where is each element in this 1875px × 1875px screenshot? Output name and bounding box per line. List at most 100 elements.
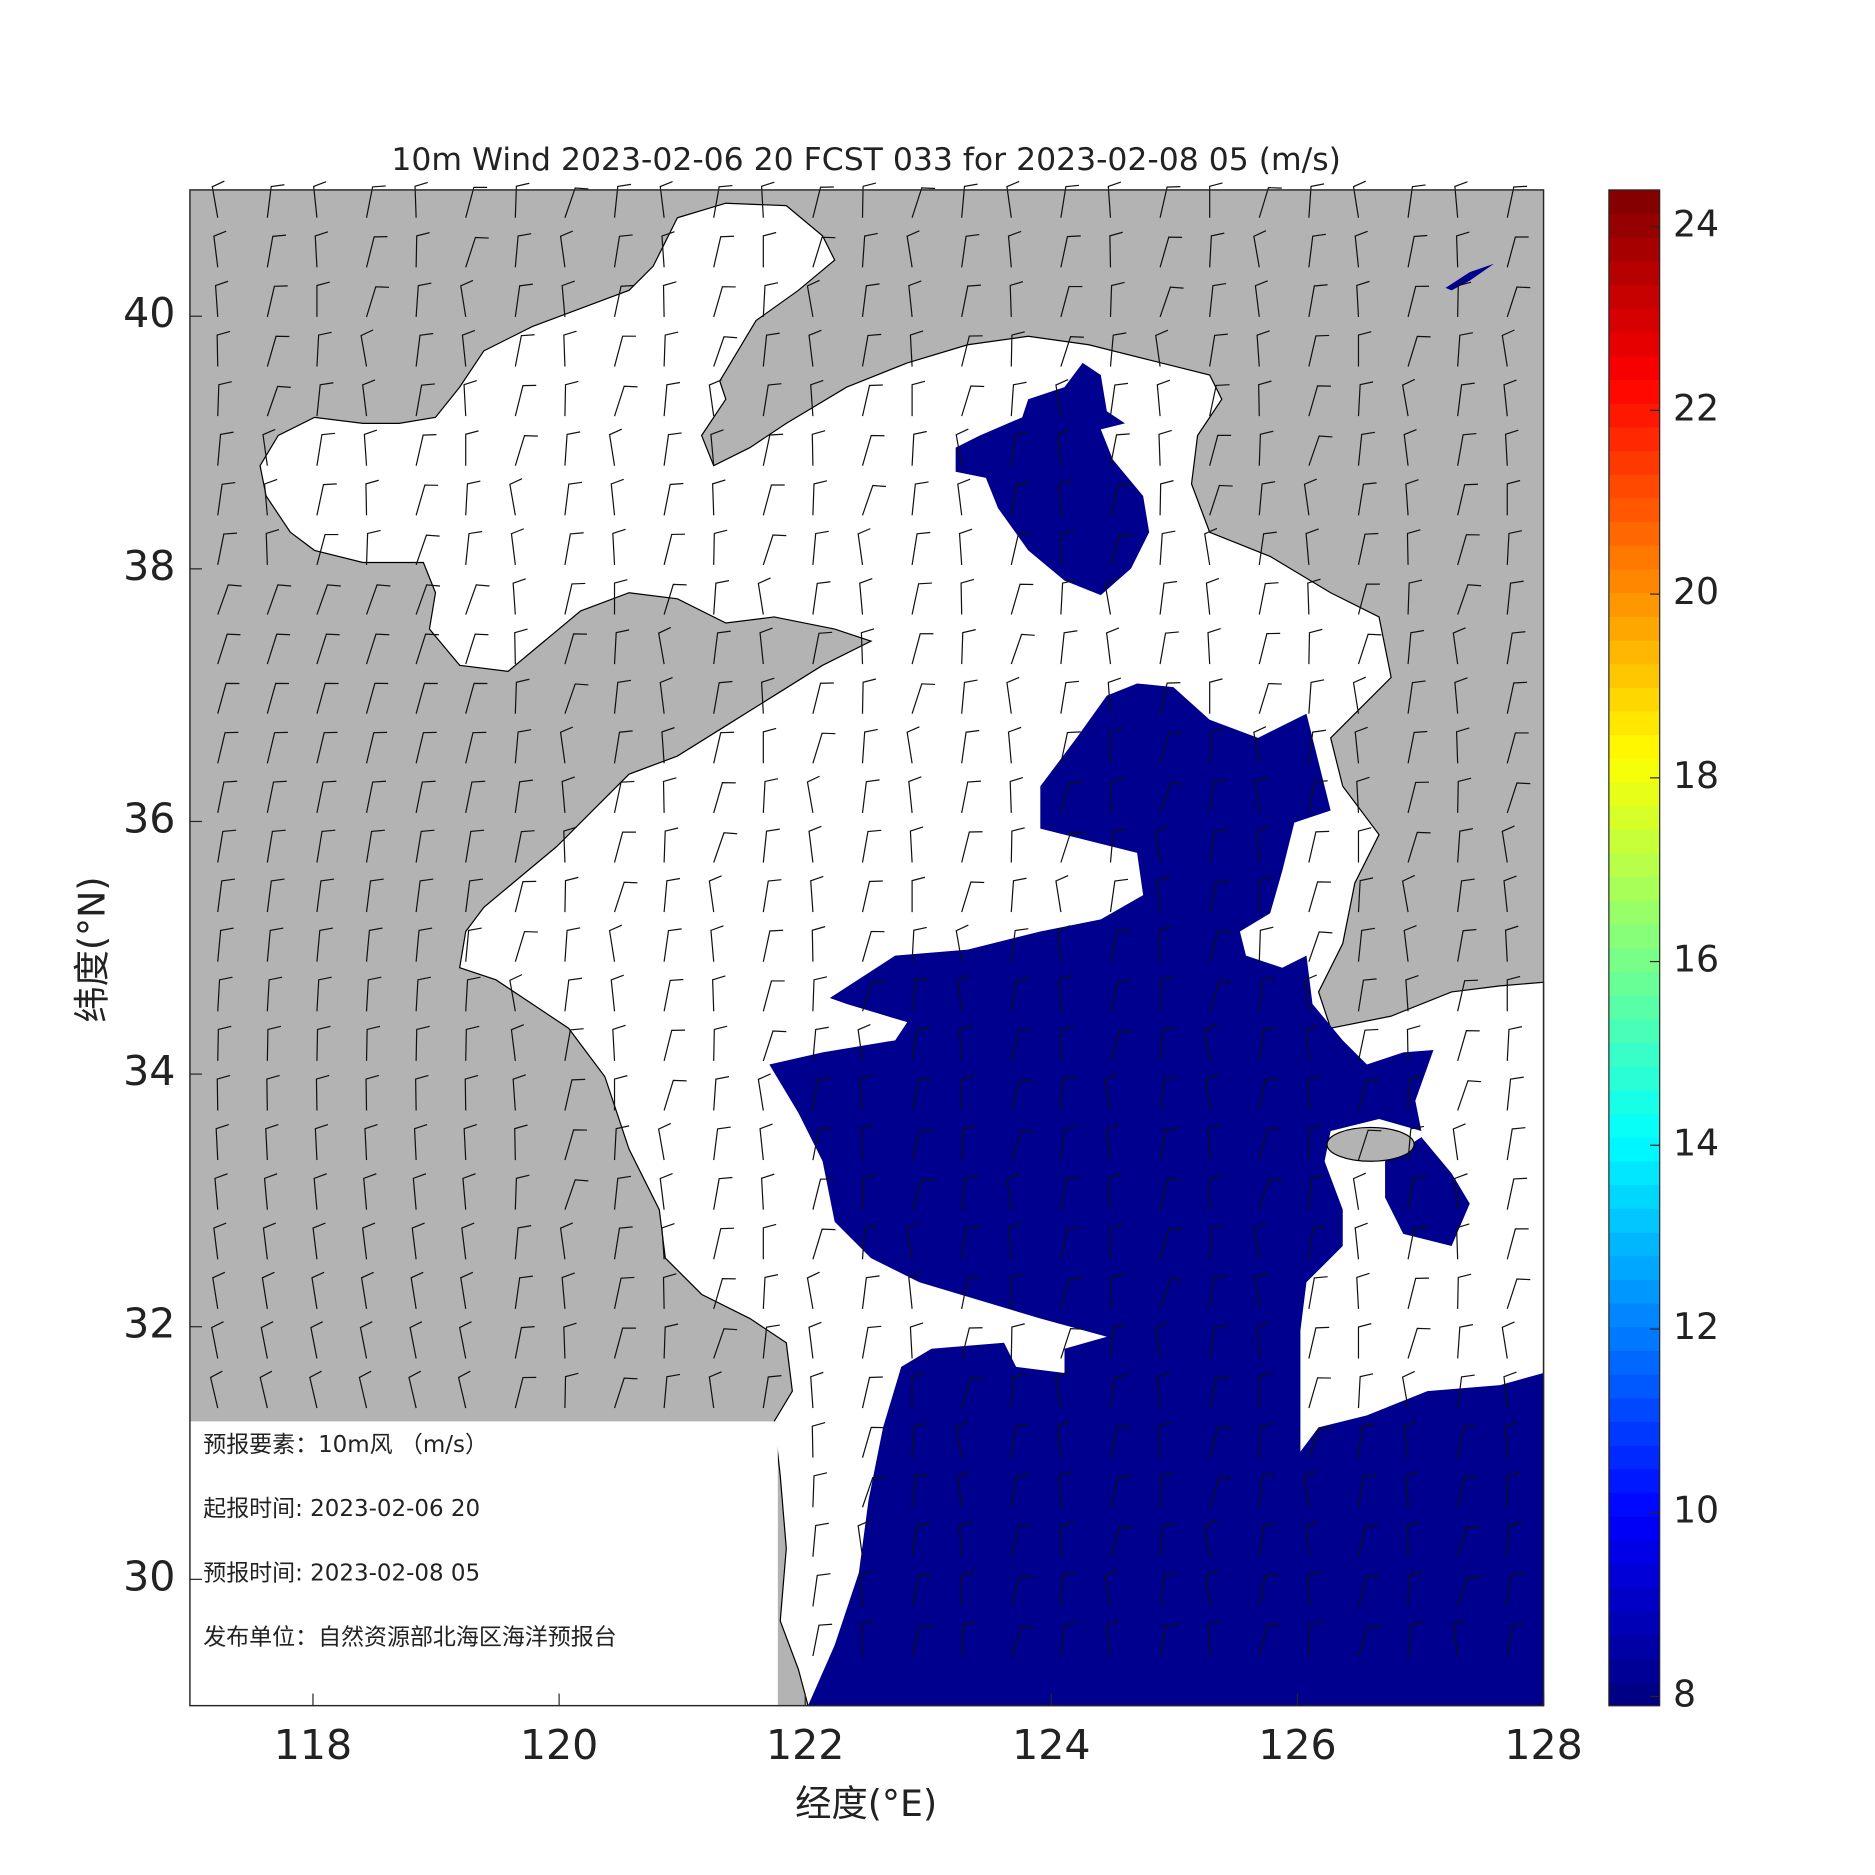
wind-barb (1308, 385, 1331, 417)
wind-barb (1305, 528, 1319, 565)
wind-barb (762, 980, 785, 1012)
wind-barb (659, 1172, 673, 1210)
wind-barb (1258, 430, 1274, 466)
wind-barb (1155, 1321, 1169, 1359)
wind-barb (861, 333, 882, 367)
wind-barb (810, 379, 824, 417)
wind-barb (465, 731, 487, 764)
wind-barb (1010, 1029, 1032, 1062)
wind-barb (1159, 732, 1183, 764)
wind-barb (1258, 1422, 1274, 1458)
wind-barb (661, 231, 675, 268)
wind-barb (1455, 1223, 1470, 1260)
colorbar-band (1608, 1255, 1660, 1280)
colorbar-band (1608, 781, 1660, 807)
wind-barb (458, 1321, 472, 1359)
wind-zone (955, 362, 1150, 596)
wind-barb (514, 678, 530, 714)
wind-barb (1010, 1575, 1034, 1607)
island (1326, 1126, 1415, 1162)
wind-barb (659, 676, 673, 714)
wind-barb (811, 1421, 826, 1458)
colorbar-band (1608, 995, 1660, 1020)
wind-barb (613, 183, 632, 218)
wind-barb (662, 1273, 677, 1309)
wind-barb (1209, 1426, 1232, 1458)
wind-barb (909, 1322, 924, 1359)
wind-barb (1308, 1427, 1333, 1458)
wind-barb (713, 680, 733, 714)
wind-barb (1159, 1228, 1183, 1260)
wind-barb (514, 729, 532, 764)
wind-barb (1457, 828, 1474, 863)
wind-barb (266, 234, 287, 268)
wind-barb (1308, 334, 1330, 367)
wind-barb (1010, 1373, 1027, 1409)
wind-barb (316, 331, 332, 367)
wind-barb (1055, 1370, 1069, 1409)
wind-barb (1060, 1126, 1078, 1161)
wind-barb (663, 583, 687, 615)
wind-barb (1407, 781, 1430, 814)
wind-barb (1401, 378, 1415, 417)
wind-barb (561, 776, 575, 813)
wind-barb (311, 1271, 325, 1309)
wind-barb (1457, 432, 1477, 466)
wind-barb (465, 186, 488, 218)
wind-barb (1504, 429, 1519, 466)
wind-barb (1308, 881, 1331, 913)
wind-barb (812, 631, 833, 665)
wind-barb (561, 280, 575, 317)
wind-barb (762, 1030, 787, 1062)
colorbar-band (1608, 1516, 1660, 1541)
wind-barb (316, 584, 341, 615)
wind-barb (1258, 632, 1281, 665)
wind-barb (1256, 826, 1270, 863)
wind-barb (1060, 336, 1084, 367)
wind-barb (360, 329, 374, 367)
wind-barb (358, 1370, 372, 1409)
wind-barb (911, 1372, 926, 1409)
wind-barb (860, 1620, 875, 1657)
wind-barb (1307, 1074, 1321, 1111)
wind-barb (812, 1077, 831, 1111)
wind-barb (1308, 931, 1333, 962)
wind-barb (465, 927, 482, 962)
wind-barb (217, 829, 237, 863)
colorbar-band (1608, 971, 1660, 996)
wind-barb (957, 974, 971, 1012)
wind-barb (613, 629, 630, 665)
wind-barb (808, 329, 822, 367)
wind-barb (1204, 1519, 1218, 1557)
wind-barb (613, 1125, 630, 1161)
wind-barb (409, 1321, 423, 1359)
wind-barb (363, 1173, 377, 1210)
wind-barb (1405, 975, 1419, 1012)
wind-barb (1258, 1473, 1276, 1508)
wind-barb (1407, 730, 1428, 764)
wind-barb (315, 1074, 330, 1111)
wind-barb (1209, 930, 1232, 962)
wind-barb (613, 1175, 632, 1210)
wind-barb (1060, 630, 1078, 665)
wind-barb (1308, 1377, 1331, 1409)
wind-barb (464, 1074, 479, 1111)
wind-barb (659, 181, 673, 218)
wind-barb (316, 483, 337, 516)
wind-barb (663, 1079, 687, 1111)
wind-barb (613, 1327, 636, 1359)
wind-barb (1357, 1474, 1377, 1508)
wind-barb (1109, 1425, 1130, 1458)
wind-barb (1010, 1474, 1031, 1508)
wind-barb (217, 584, 242, 615)
wind-barb (713, 1176, 733, 1210)
wind-barb (812, 1472, 828, 1508)
wind-barb (365, 1074, 380, 1111)
wind-barb (1010, 533, 1032, 566)
wind-barb (1506, 1177, 1528, 1210)
wind-barb (1457, 332, 1474, 367)
wind-barb (861, 1275, 880, 1309)
wind-barb (1457, 878, 1475, 913)
wind-barb (362, 1222, 376, 1260)
wind-barb (911, 380, 926, 417)
